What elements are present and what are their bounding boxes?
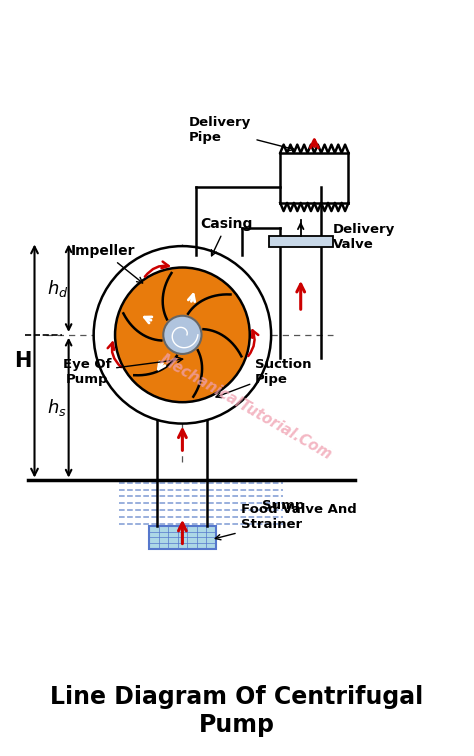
- Text: H: H: [14, 351, 32, 371]
- Circle shape: [163, 316, 201, 354]
- Circle shape: [94, 246, 271, 423]
- Text: Line Diagram Of Centrifugal
Pump: Line Diagram Of Centrifugal Pump: [50, 685, 424, 737]
- Text: Sump: Sump: [262, 499, 304, 512]
- Text: $h_d$: $h_d$: [46, 277, 68, 299]
- Text: Delivery
Pipe: Delivery Pipe: [189, 116, 294, 150]
- Text: Food Valve And
Strainer: Food Valve And Strainer: [215, 503, 356, 540]
- Text: Casing: Casing: [201, 217, 253, 256]
- Bar: [269, 236, 333, 247]
- Bar: [149, 526, 216, 549]
- Text: Delivery
Valve: Delivery Valve: [333, 223, 395, 251]
- Circle shape: [115, 268, 250, 402]
- Text: $h_s$: $h_s$: [47, 397, 67, 418]
- Text: Suction
Pipe: Suction Pipe: [216, 358, 312, 398]
- Text: Impeller: Impeller: [71, 244, 143, 283]
- Text: MechanicalTutorial.Com: MechanicalTutorial.Com: [157, 352, 335, 463]
- Text: Eye Of
Pump: Eye Of Pump: [63, 357, 182, 386]
